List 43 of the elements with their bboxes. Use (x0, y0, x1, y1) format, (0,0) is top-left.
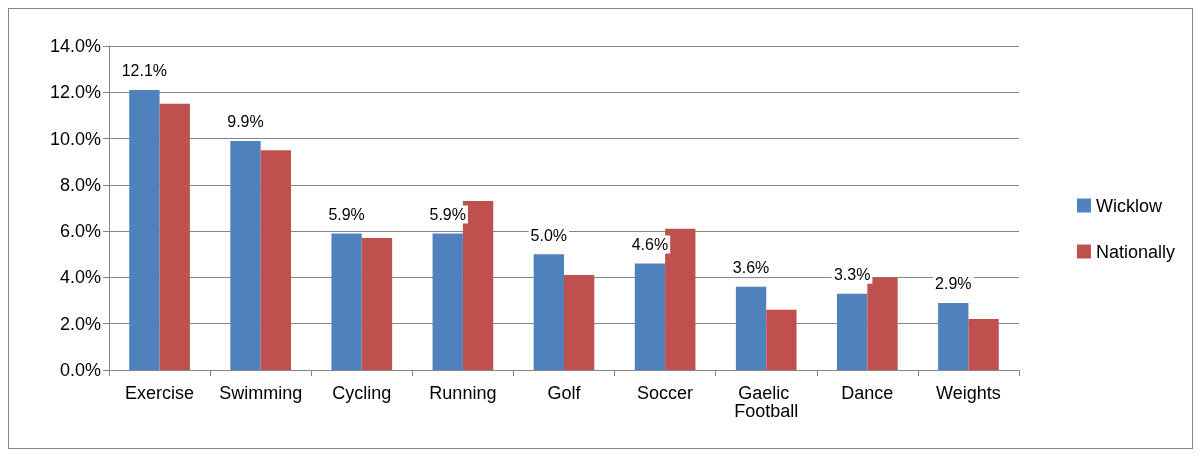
y-tick-label: 8.0% (59, 174, 101, 195)
bar (533, 254, 564, 370)
y-tick-label: 4.0% (59, 267, 101, 288)
data-label: 3.3% (833, 266, 871, 284)
data-label: 5.9% (429, 205, 466, 223)
bar (837, 293, 868, 370)
bar (968, 319, 999, 370)
bar (361, 238, 393, 370)
data-label: 5.9% (328, 205, 365, 223)
bar (159, 103, 190, 370)
bar (766, 309, 797, 370)
bar (432, 233, 463, 370)
x-tick-label: Golf (547, 383, 582, 403)
bar (938, 302, 969, 370)
y-tick-label: 10.0% (49, 128, 101, 149)
x-tick-label: Cycling (332, 383, 392, 403)
x-tick-label: Swimming (219, 383, 303, 403)
bar (230, 140, 261, 370)
data-label: 9.9% (227, 113, 264, 131)
x-tick-label: Soccer (637, 383, 694, 403)
x-tick-label: Gaelic Football (734, 383, 799, 421)
x-tick-label: Dance (841, 383, 894, 403)
y-tick-label: 0.0% (59, 360, 101, 380)
bar (331, 233, 362, 370)
y-tick-label: 12.0% (49, 82, 101, 103)
data-label: 4.6% (631, 236, 669, 254)
data-label: 3.6% (732, 259, 770, 277)
legend-label: Wicklow (1095, 195, 1163, 216)
legend-label: Nationally (1095, 241, 1176, 262)
bar (735, 286, 767, 370)
y-tick-label: 6.0% (59, 221, 101, 242)
data-label: 5.0% (530, 226, 568, 244)
y-tick-label: 14.0% (49, 36, 101, 56)
x-tick-label: Running (429, 383, 497, 403)
bar (634, 263, 666, 370)
bar (129, 89, 160, 370)
x-tick-label: Weights (936, 383, 1001, 403)
x-tick-label: Exercise (125, 383, 195, 403)
data-label: 12.1% (121, 62, 168, 80)
y-tick-label: 2.0% (59, 313, 101, 334)
bar (260, 150, 291, 370)
data-label: 2.9% (935, 275, 972, 293)
bar (564, 275, 595, 370)
